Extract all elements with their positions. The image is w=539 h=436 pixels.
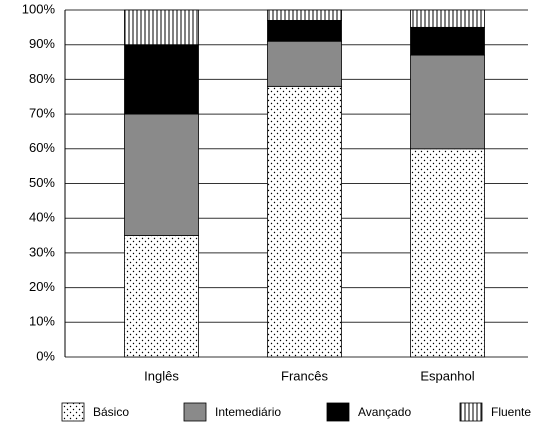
legend-swatch [326,402,350,422]
x-tick-label: Francês [281,368,328,383]
y-tick-label: 40% [29,210,55,225]
legend-swatch [183,402,207,422]
legend-swatch [61,402,85,422]
bar-segment [124,9,199,46]
y-tick-label: 100% [22,1,56,16]
y-tick-label: 50% [29,175,55,190]
x-tick-label: Espanhol [420,368,474,383]
legend-label: Fluente [491,405,531,419]
legend-swatch [459,402,483,422]
legend-label: Intemediário [215,405,281,419]
legend-label: Básico [93,405,129,419]
bar-segment [267,20,342,42]
bar-segment [410,148,485,358]
y-tick-label: 10% [29,314,55,329]
y-tick-label: 20% [29,279,55,294]
x-tick-label: Inglês [144,368,179,383]
bar-segment [267,85,342,358]
bar-segment [124,235,199,358]
legend-label: Avançado [358,405,411,419]
y-tick-label: 30% [29,244,55,259]
bar-segment [410,26,485,56]
bar-segment [124,113,199,236]
y-tick-label: 60% [29,140,55,155]
bar-segment [124,44,199,115]
bar-segment [267,40,342,87]
bar-segment [410,54,485,150]
bar-segment [267,9,342,21]
y-tick-label: 0% [36,348,55,363]
y-tick-label: 90% [29,36,55,51]
bar-segment [410,9,485,28]
y-tick-label: 80% [29,71,55,86]
y-tick-label: 70% [29,106,55,121]
